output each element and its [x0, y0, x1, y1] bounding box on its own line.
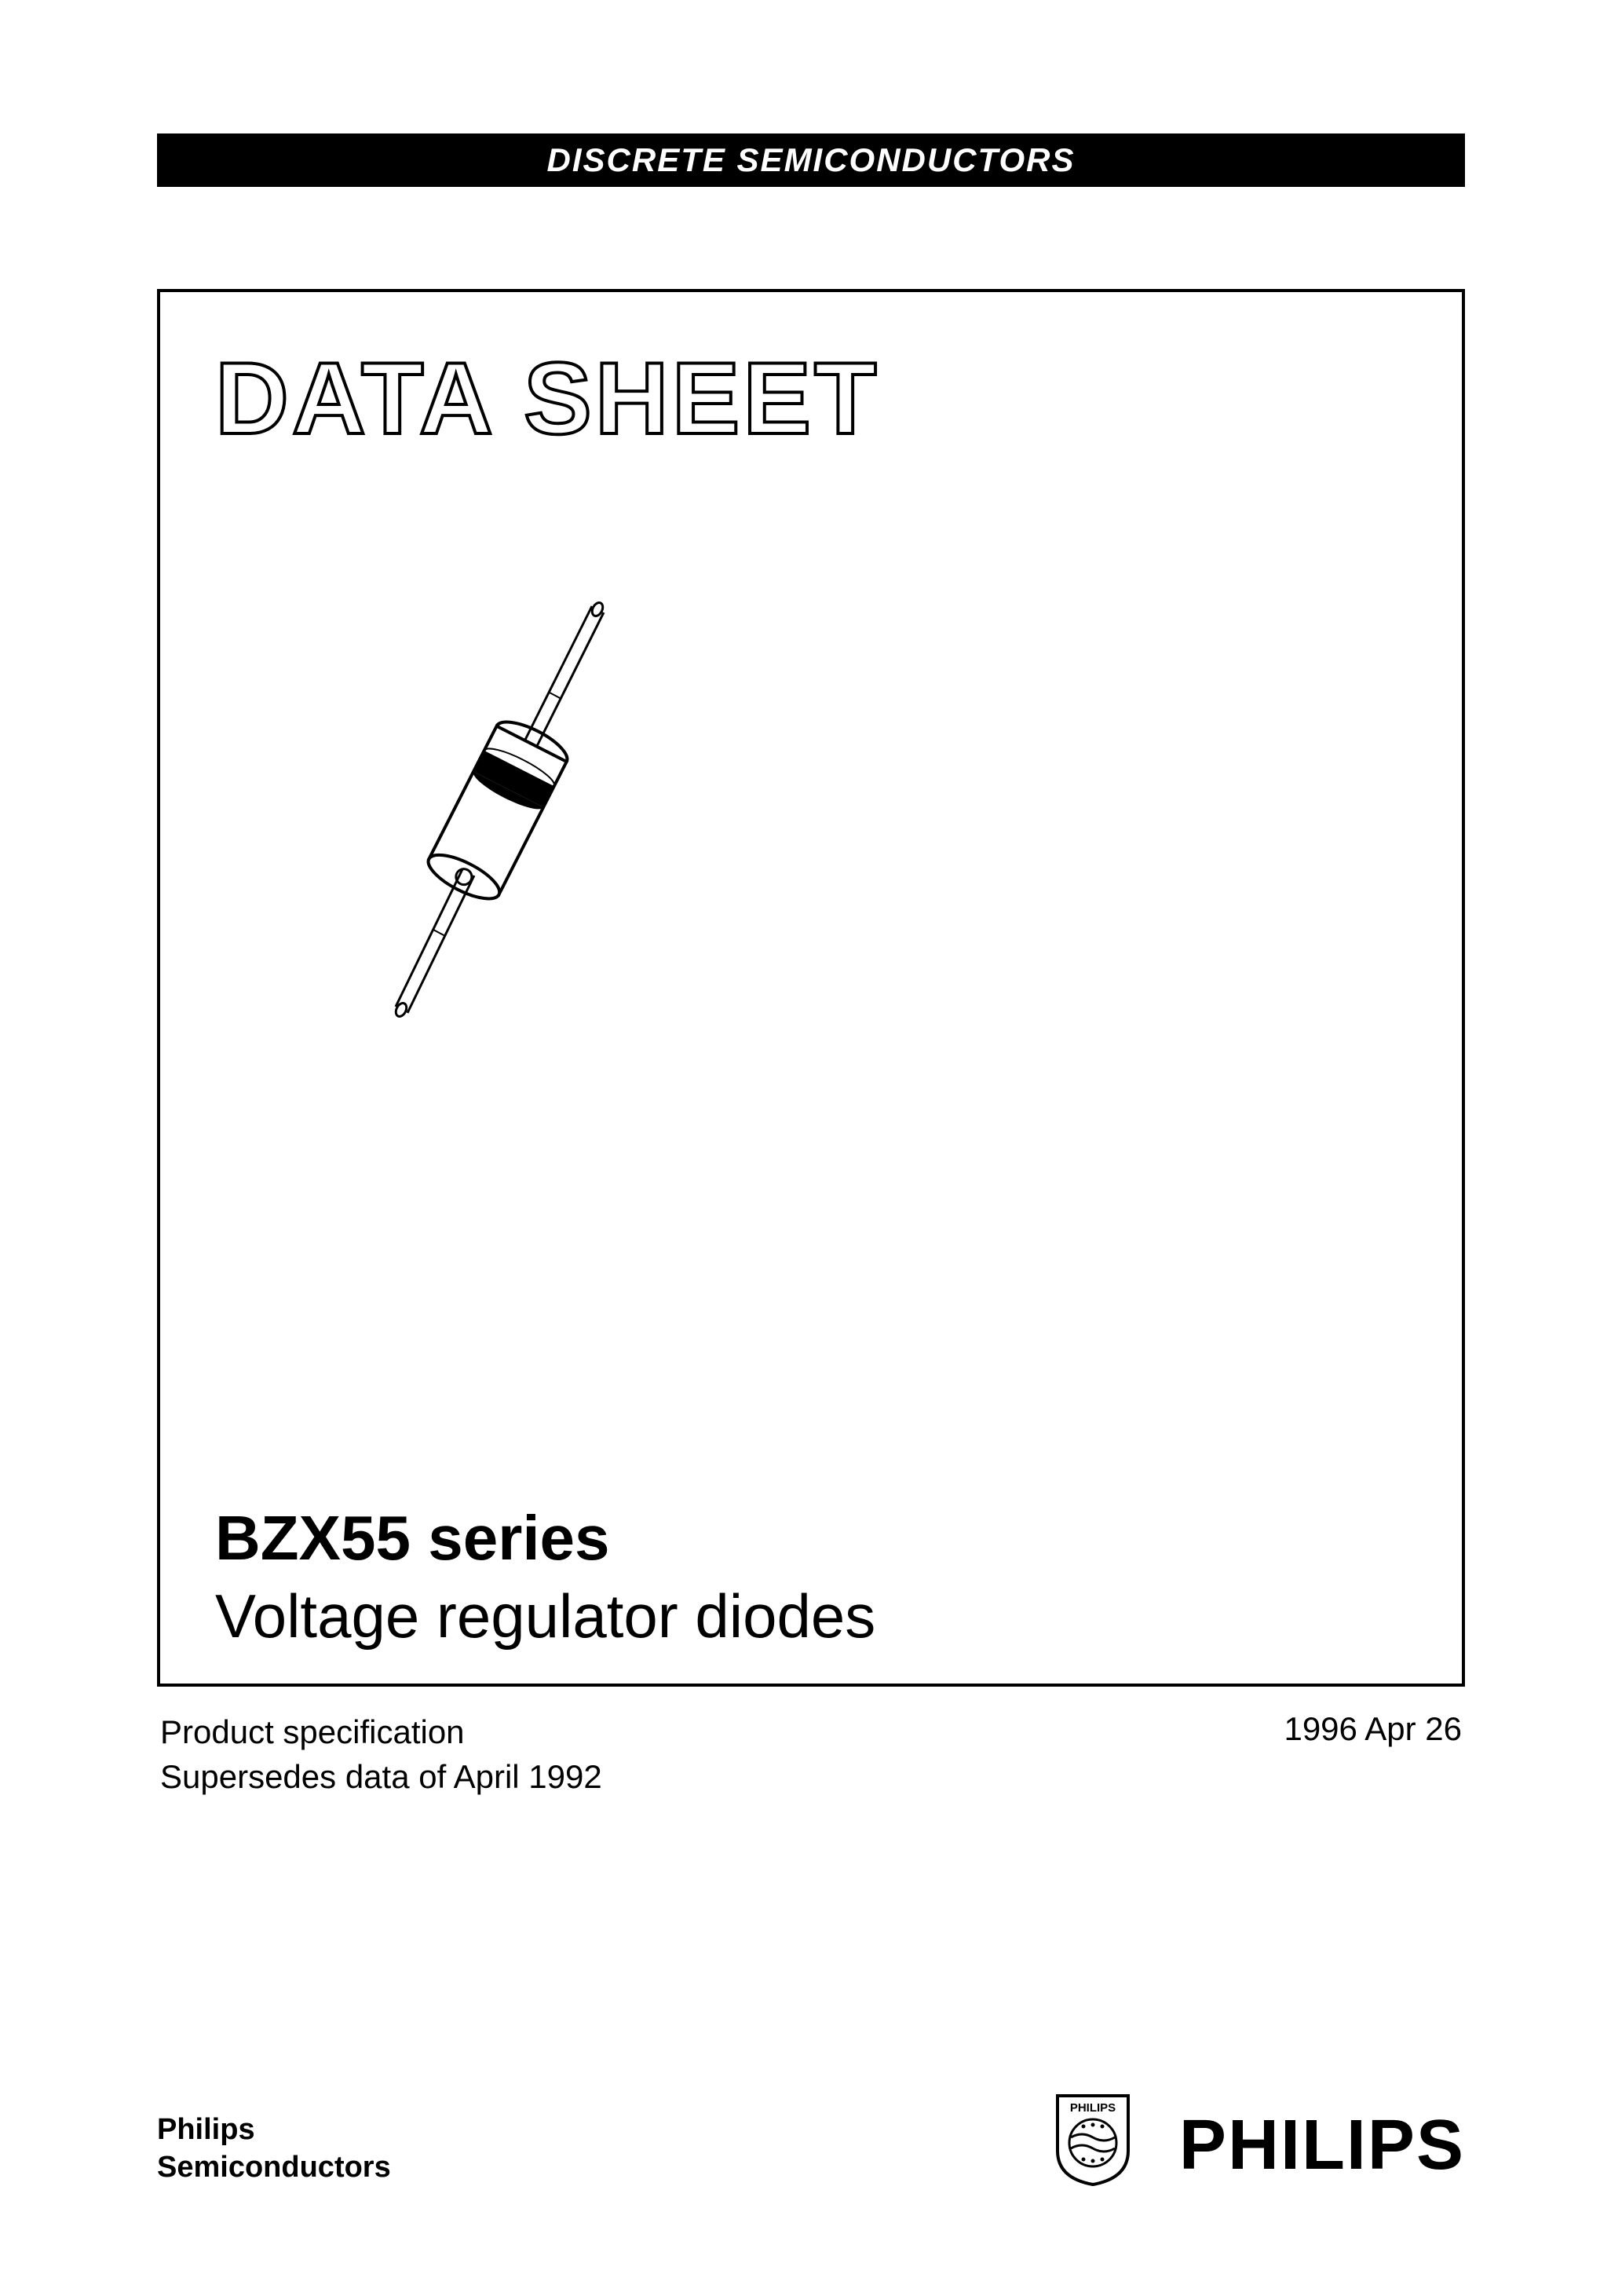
- svg-text:PHILIPS: PHILIPS: [1070, 2101, 1116, 2115]
- diode-diagram: [309, 583, 686, 1038]
- spec-text: Product specification Supersedes data of…: [160, 1710, 602, 1799]
- footer-logos: PHILIPS PHILIPS: [1054, 2092, 1465, 2186]
- main-content-box: DATA SHEET: [157, 289, 1465, 1687]
- page-footer: Philips Semiconductors PHILIPS PHILIPS: [157, 2092, 1465, 2186]
- spec-line-2: Supersedes data of April 1992: [160, 1755, 602, 1800]
- philips-logo-text: PHILIPS: [1179, 2105, 1465, 2186]
- product-description: Voltage regulator diodes: [215, 1581, 875, 1652]
- footer-company: Philips Semiconductors: [157, 2111, 391, 2186]
- product-title-block: BZX55 series Voltage regulator diodes: [215, 1502, 875, 1652]
- data-sheet-title: DATA SHEET: [215, 339, 1407, 457]
- product-series: BZX55 series: [215, 1502, 875, 1574]
- spec-line-1: Product specification: [160, 1710, 602, 1755]
- header-banner: DISCRETE SEMICONDUCTORS: [157, 133, 1465, 187]
- date-text: 1996 Apr 26: [1284, 1710, 1462, 1799]
- footer-line-1: Philips: [157, 2111, 391, 2149]
- philips-shield-icon: PHILIPS: [1054, 2092, 1132, 2186]
- specification-info: Product specification Supersedes data of…: [157, 1710, 1465, 1799]
- footer-line-2: Semiconductors: [157, 2149, 391, 2187]
